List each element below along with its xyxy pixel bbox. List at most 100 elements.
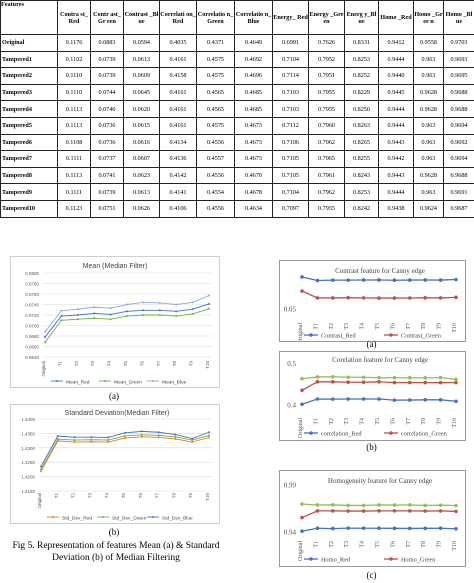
legend-label: Homo_Red (321, 557, 351, 564)
table-cell: 0.963 (413, 183, 444, 201)
std-caption: (b) (108, 527, 120, 537)
data-point (423, 503, 427, 508)
legend-label: correlation_Green (401, 431, 448, 438)
table-cell: 0.1113 (57, 166, 91, 185)
table-cell: 0.4673 (234, 116, 273, 135)
x-tick-label: T6 (390, 541, 396, 548)
data-point (73, 436, 76, 439)
table-cell: 0.9691 (443, 183, 474, 201)
table-cell: 0.7960 (308, 116, 345, 135)
x-tick-label: T6 (390, 323, 396, 330)
data-point (408, 375, 412, 380)
legend-marker (56, 380, 58, 382)
data-point (361, 509, 366, 513)
table-cell: 0.8252 (344, 67, 379, 85)
row-label: Tampered10 (0, 199, 58, 218)
x-tick-label: T8 (421, 418, 427, 425)
table-cell: 0.7097 (272, 199, 309, 218)
series-line (44, 303, 210, 338)
table-row: Tampered1 0.1102 0.0739 0.0613 0.4161 0.4575 0… (0, 50, 474, 69)
y-tick-label: 0.9660 (25, 345, 39, 350)
data-point (331, 397, 335, 401)
x-tick-label: T4 (107, 361, 112, 367)
table-cell: 0.8253 (344, 50, 379, 69)
y-tick-label: 1.4200 (21, 475, 35, 480)
x-tick-label: T8 (421, 323, 427, 330)
table-header-cell: Homo _Red (378, 0, 414, 35)
data-point (408, 278, 412, 282)
data-point (175, 303, 178, 306)
data-point (56, 434, 59, 437)
table-cell: 0.0739 (90, 50, 124, 69)
data-point (107, 441, 110, 444)
x-tick-label: T10 (205, 361, 210, 369)
data-point (191, 437, 194, 440)
x-tick-label: T4 (360, 418, 366, 425)
data-point (392, 380, 397, 385)
x-tick-label: T7 (406, 323, 412, 330)
data-point (346, 526, 350, 530)
x-tick-label: T2 (74, 361, 79, 367)
table-row: Tampered3 0.1110 0.0744 0.0645 0.4161 0.4565 0… (0, 83, 474, 102)
table-cell: 0.9703 (443, 34, 474, 52)
legend-marker (152, 516, 154, 518)
table-cell: 0.6991 (272, 34, 309, 52)
data-point (408, 398, 412, 402)
data-point (315, 375, 320, 379)
x-tick-label: T10 (452, 418, 458, 428)
data-point (93, 306, 96, 309)
data-point (454, 509, 458, 514)
table-cell: 0.9412 (378, 34, 414, 52)
data-point (140, 433, 143, 436)
data-point (361, 503, 366, 508)
table-cell: 0.4673 (234, 150, 273, 168)
data-point (158, 309, 161, 312)
row-label: Tampered5 (0, 116, 58, 135)
table-cell: 0.7965 (308, 150, 345, 168)
table-cell: 0.1123 (57, 199, 91, 218)
data-point (331, 296, 335, 300)
x-tick-label: T9 (437, 323, 443, 330)
data-point (346, 503, 350, 508)
x-tick-label: T3 (87, 493, 92, 499)
data-point (331, 509, 335, 513)
data-point (174, 433, 177, 436)
table-cell: 0.8263 (344, 116, 379, 135)
data-point (157, 434, 160, 437)
table-cell: 0.0744 (90, 83, 124, 102)
legend-marker (389, 431, 393, 435)
y-tick-label: 0.9780 (25, 282, 39, 287)
table-cell: 0.7955 (308, 199, 345, 218)
legend-marker (389, 557, 393, 561)
table-cell: 0.7955 (308, 100, 345, 118)
legend-marker (52, 516, 54, 518)
table-cell: 0.4634 (234, 199, 273, 218)
x-tick-label: Original (41, 361, 46, 377)
table-cell: 0.4161 (159, 100, 197, 118)
legend-marker (309, 333, 313, 337)
data-point (140, 430, 143, 433)
x-tick-label: T3 (344, 418, 350, 425)
table-cell: 0.1108 (57, 133, 91, 152)
x-tick-label: T3 (344, 323, 350, 330)
figure-caption: Fig 5. Representation of features Mean (… (12, 541, 220, 563)
table-cell: 0.4670 (234, 166, 273, 185)
y-tick-label: 0.4 (287, 402, 296, 410)
data-point (377, 526, 381, 531)
table-cell: 0.4565 (196, 100, 235, 118)
data-point (44, 330, 46, 333)
table-cell: 0.963 (413, 116, 444, 135)
table-cell: 0.1113 (57, 100, 91, 118)
table-row: Tampered9 0.1111 0.0739 0.0613 0.4141 0.4554 0… (0, 183, 474, 201)
data-point (56, 438, 59, 441)
row-label: Tampered4 (0, 100, 58, 118)
table-cell: 0.8243 (344, 166, 379, 185)
legend-marker (104, 380, 106, 382)
data-point (346, 375, 350, 380)
x-tick-label: T10 (452, 323, 458, 333)
data-point (40, 468, 42, 471)
table-cell: 0.9444 (378, 116, 414, 135)
std-chart: Standard Deviation(Median Filter) 1.4400 1… (10, 404, 220, 524)
table-cell: 0.9695 (443, 67, 474, 85)
data-point (142, 314, 145, 316)
